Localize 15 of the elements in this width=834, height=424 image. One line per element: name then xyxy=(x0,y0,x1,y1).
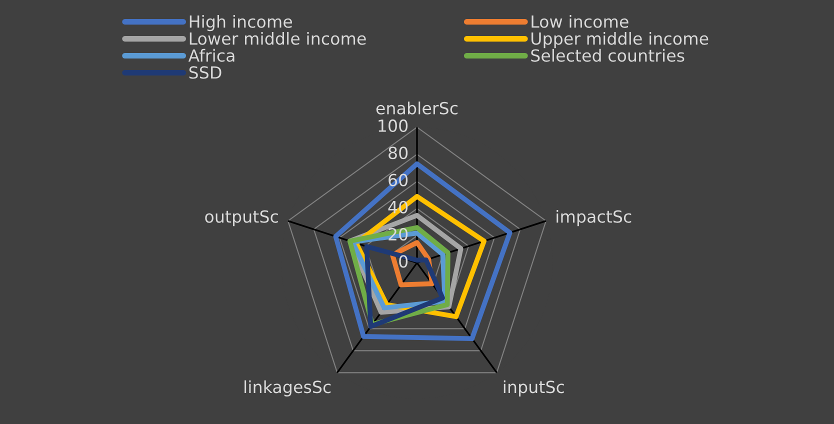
y-tick-label: 80 xyxy=(388,146,408,160)
legend-label: Low income xyxy=(532,15,628,28)
y-tick-label: 100 xyxy=(378,119,408,132)
legend-label: SSD xyxy=(189,66,222,79)
legend-label: Africa xyxy=(188,48,234,62)
legend-label: Upper middle income xyxy=(532,32,708,48)
spoke-label: impactSc xyxy=(556,210,632,226)
spoke-label: inputSc xyxy=(504,380,564,396)
legend-label: High income xyxy=(190,15,292,32)
spoke-label: outputSc xyxy=(205,210,278,226)
spoke-label: enablerSc xyxy=(376,102,458,114)
legend-label: Selected countries xyxy=(531,48,684,62)
y-tick-label: 0 xyxy=(399,255,408,268)
legend-label: Lower middle income xyxy=(190,32,366,45)
spoke-label: linkagesSc xyxy=(244,380,331,396)
